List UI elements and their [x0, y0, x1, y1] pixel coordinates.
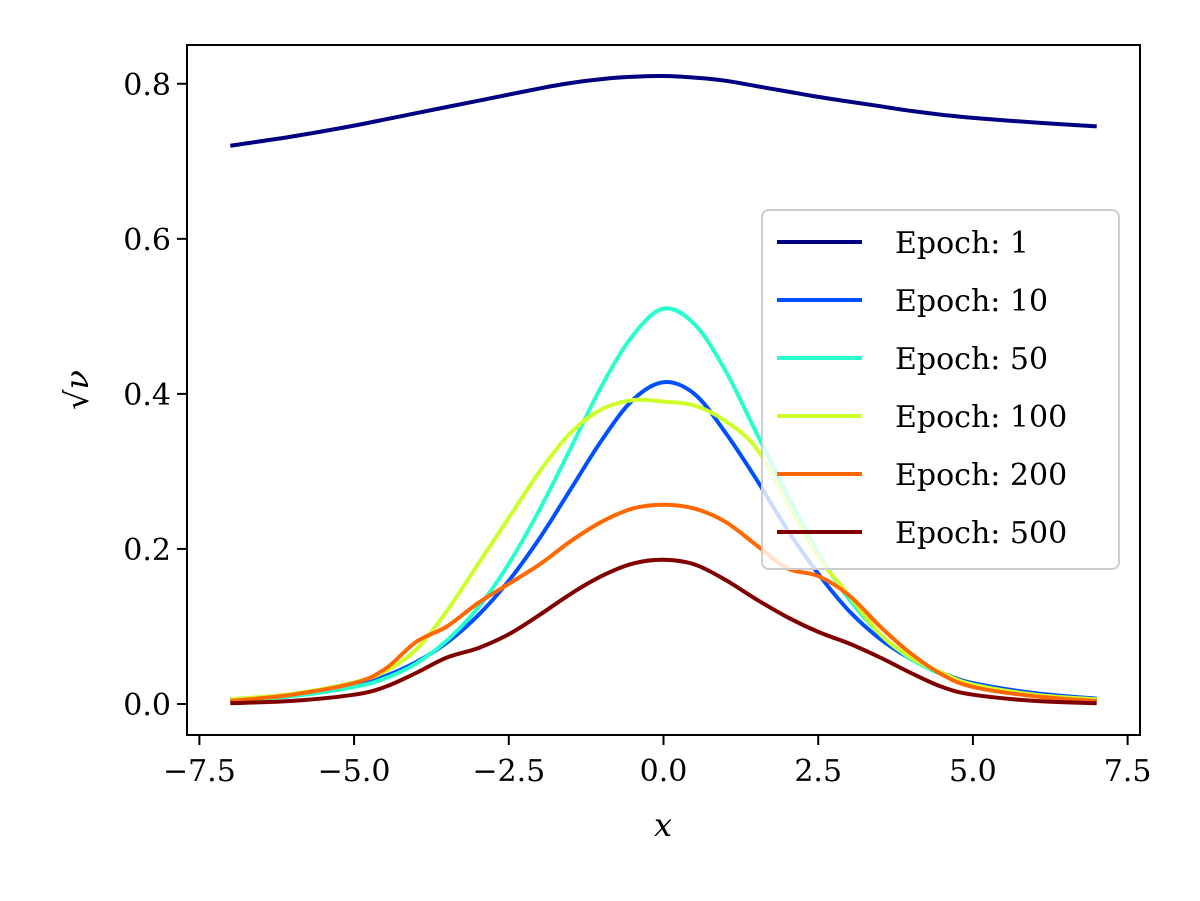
legend-label: Epoch: 1 — [895, 226, 1029, 261]
y-ticks: 0.0 0.2 0.4 0.6 0.8 — [123, 68, 187, 723]
series-line-3 — [230, 397, 1097, 702]
legend-label: Epoch: 200 — [895, 458, 1067, 493]
legend-label: Epoch: 100 — [895, 400, 1067, 435]
x-tick-label: −7.5 — [163, 754, 236, 789]
x-tick-label: 7.5 — [1104, 754, 1152, 789]
x-axis-label: x — [654, 806, 672, 844]
series-layer — [229, 73, 1097, 706]
y-axis-label: √ν — [58, 370, 96, 410]
series-line-0 — [229, 73, 1097, 148]
x-tick-label: −5.0 — [318, 754, 391, 789]
x-tick-label: 2.5 — [794, 754, 842, 789]
x-tick-label: 5.0 — [949, 754, 997, 789]
x-tick-label: 0.0 — [640, 754, 688, 789]
series-line-4 — [230, 502, 1097, 703]
y-tick-label: 0.2 — [123, 533, 171, 568]
y-tick-label: 0.4 — [123, 378, 171, 413]
legend-label: Epoch: 50 — [895, 342, 1048, 377]
y-tick-label: 0.8 — [123, 68, 171, 103]
legend-label: Epoch: 500 — [895, 516, 1067, 551]
series-line-5 — [230, 557, 1097, 706]
x-tick-label: −2.5 — [472, 754, 545, 789]
legend-items: Epoch: 1 Epoch: 10 Epoch: 50 Epoch: 100 Epoc… — [777, 226, 1067, 551]
legend-label: Epoch: 10 — [895, 284, 1048, 319]
y-tick-label: 0.6 — [123, 223, 171, 258]
x-ticks: −7.5 −5.0 −2.5 0.0 2.5 5.0 7.5 — [163, 735, 1152, 789]
y-tick-label: 0.0 — [123, 688, 171, 723]
legend: Epoch: 1 Epoch: 10 Epoch: 50 Epoch: 100 Epoc… — [761, 209, 1120, 570]
